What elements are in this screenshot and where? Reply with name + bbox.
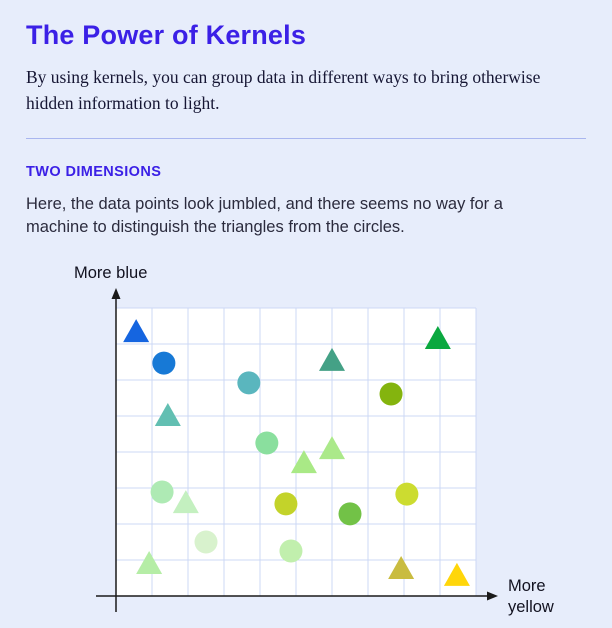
data-point-triangle [154,403,181,427]
data-point-circle [279,539,303,563]
data-point-circle [194,530,218,554]
data-point-triangle [424,326,451,350]
data-point-triangle [443,563,470,587]
section-heading: TWO DIMENSIONS [26,163,162,180]
data-point-triangle [123,319,150,343]
data-point-triangle [319,348,345,372]
data-point-circle [379,382,403,406]
data-point-triangle [388,556,415,580]
y-axis-arrow-icon [111,288,121,300]
data-point-circle [274,492,298,516]
scatter-chart: More blue More yellow [66,264,606,628]
page-title: The Power of Kernels [26,20,307,50]
data-point-circle [395,482,419,506]
data-point-circle [237,371,261,395]
data-point-triangle [319,436,345,460]
section-divider [26,137,586,139]
data-point-circle [150,480,174,504]
section-description: Here, the data points look jumbled, and … [26,194,503,237]
intro-paragraph: By using kernels, you can group data in … [26,67,541,114]
x-axis-label: More yellow [508,577,554,616]
data-point-circle [152,351,176,375]
data-point-triangle [290,450,317,474]
x-axis-arrow-icon [487,591,498,601]
y-axis-label: More blue [74,264,148,283]
data-point-triangle [136,551,163,575]
scatter-plot [96,288,498,613]
data-point-circle [338,502,362,526]
data-point-circle [255,431,279,455]
data-point-triangle [172,490,199,514]
